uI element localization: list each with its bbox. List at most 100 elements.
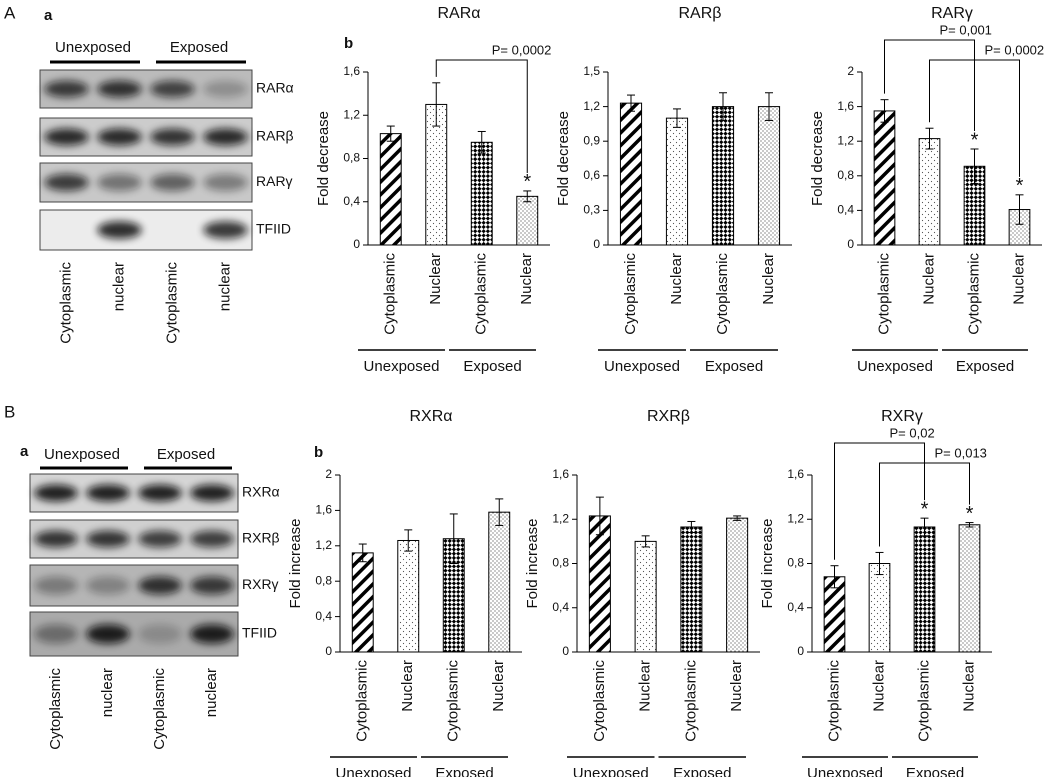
category-label: Nuclear [760, 253, 777, 305]
blot-band [86, 624, 130, 644]
blot-label: a [44, 7, 53, 24]
blot-band [44, 80, 89, 98]
blot-band [150, 173, 195, 192]
bar [711, 106, 735, 246]
error-bar [404, 529, 413, 552]
comparison-bracket [929, 59, 1020, 177]
chart-label: b [314, 444, 323, 461]
blot-band [138, 530, 182, 548]
lane-label: nuclear [203, 668, 220, 717]
error-bar [523, 190, 532, 203]
blot-band [34, 530, 78, 548]
error-bar [627, 94, 635, 112]
blot-band-label: TFIID [242, 625, 277, 641]
bar [680, 526, 703, 653]
y-tick-label: 1,2 [343, 107, 360, 121]
group-label: Unexposed [364, 358, 440, 375]
y-tick-label: 1,6 [315, 503, 332, 517]
panel-label: B [4, 402, 15, 421]
blot-band [97, 221, 142, 239]
bar [958, 524, 981, 653]
lane-label: nuclear [99, 668, 116, 717]
group-label: Exposed [435, 765, 493, 777]
category-label: Nuclear [668, 253, 685, 305]
chart-title: RARα [437, 5, 480, 22]
lane-label: Cytoplasmic [47, 668, 64, 750]
chart-title: RARβ [679, 5, 722, 22]
error-bar [449, 513, 458, 564]
group-label: Exposed [705, 358, 763, 375]
y-tick-label: 0,8 [315, 573, 332, 587]
significance-mark: * [921, 498, 929, 520]
panel-label: A [4, 3, 16, 22]
y-tick-label: 0,4 [787, 600, 804, 614]
chart-title: RXRγ [881, 408, 923, 425]
comparison-bracket [435, 59, 528, 173]
blot-band [150, 80, 195, 98]
lane-label: nuclear [216, 262, 233, 311]
lane-label: Cytoplasmic [163, 262, 180, 344]
category-label: Nuclear [1010, 253, 1027, 305]
blot-band [44, 128, 89, 146]
group-label: Unexposed [807, 765, 883, 777]
y-tick-label: 1,2 [837, 133, 854, 147]
category-label: Nuclear [399, 660, 416, 712]
bar [634, 540, 657, 653]
blot-band-label: RARγ [256, 173, 293, 189]
error-bar [595, 496, 604, 536]
error-bar [477, 130, 486, 154]
category-label: Cytoplasmic [825, 660, 842, 742]
bar [470, 141, 493, 246]
error-bar [719, 92, 727, 121]
blot-band [203, 80, 248, 98]
lane-label: nuclear [110, 262, 127, 311]
blot-group-label: Unexposed [44, 446, 120, 463]
blot-band-label: RARβ [256, 128, 294, 144]
category-label: Nuclear [427, 253, 444, 305]
blot-band [190, 576, 234, 595]
y-tick-label: 1,2 [787, 511, 804, 525]
blot-band [203, 221, 248, 239]
blot-band [203, 173, 248, 192]
bar [868, 563, 891, 653]
chart-title: RXRα [409, 408, 452, 425]
significance-mark: * [966, 503, 974, 525]
y-tick-label: 0 [353, 237, 360, 251]
y-tick-label: 0,9 [583, 133, 600, 147]
category-label: Nuclear [960, 660, 977, 712]
blot-band [86, 530, 130, 548]
y-tick-label: 1,2 [552, 511, 569, 525]
category-label: Nuclear [518, 253, 535, 305]
blot-group-label: Exposed [170, 39, 228, 56]
blot-band [150, 128, 195, 146]
bar [665, 117, 689, 246]
chart-label: b [344, 35, 353, 52]
bar [488, 511, 511, 653]
error-bar [733, 515, 742, 521]
bar [913, 526, 936, 653]
significance-mark: * [523, 171, 531, 193]
category-label: Nuclear [637, 660, 654, 712]
blot-band-label: RARα [256, 80, 294, 96]
bar [918, 138, 941, 246]
y-tick-label: 1,2 [315, 538, 332, 552]
blot-band [190, 530, 234, 548]
bar [726, 517, 749, 653]
category-label: Cytoplasmic [382, 253, 399, 335]
comparison-bracket [834, 442, 925, 560]
category-label: Cytoplasmic [445, 660, 462, 742]
y-tick-label: 0,6 [583, 168, 600, 182]
blot-band-label: RXRα [242, 484, 280, 500]
y-tick-label: 0,4 [343, 194, 360, 208]
category-label: Cytoplasmic [622, 253, 639, 335]
y-axis-label: Fold increase [759, 518, 776, 608]
error-bar [765, 92, 773, 121]
bar [873, 110, 896, 246]
blot-band [86, 484, 130, 502]
comparison-label: P= 0,02 [890, 425, 935, 440]
blot-band-label: RXRβ [242, 530, 280, 546]
y-tick-label: 0 [562, 644, 569, 658]
y-tick-label: 2 [847, 64, 854, 78]
error-bar [673, 108, 681, 128]
blot-band [86, 576, 130, 595]
